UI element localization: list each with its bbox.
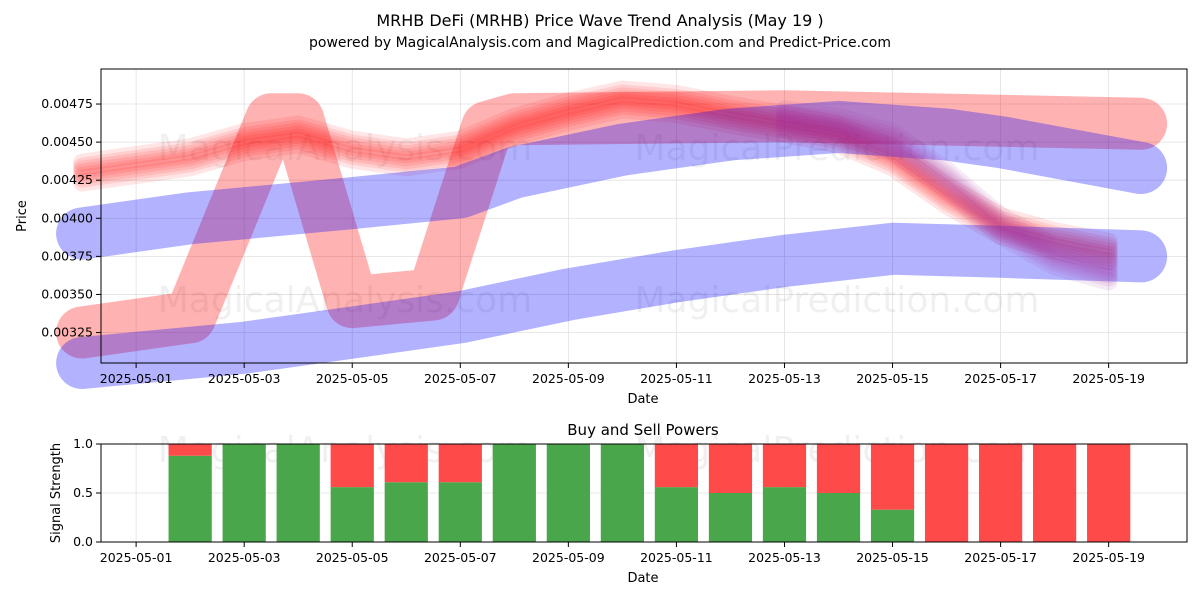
- price-y-ticks: 0.00325 0.00350 0.00375 0.00400 0.00425 0.004…: [41, 96, 101, 340]
- signal-y-tick-label: 0.0: [73, 534, 93, 549]
- price-x-tick-label: 2025-05-19: [1072, 371, 1145, 386]
- price-x-tick-label: 2025-05-09: [532, 371, 605, 386]
- sell-bar: [762, 444, 807, 488]
- buy-bar: [222, 444, 266, 542]
- price-y-label: Price: [15, 200, 30, 232]
- signal-x-tick-label: 2025-05-09: [532, 550, 605, 565]
- sell-bar: [1087, 444, 1131, 542]
- watermark-analysis-top: MagicalAnalysis.com: [158, 128, 532, 169]
- price-x-tick-label: 2025-05-01: [100, 371, 173, 386]
- price-wave-4-1: [775, 104, 1118, 275]
- price-x-tick-label: 2025-05-13: [748, 371, 821, 386]
- price-wave-4-4: [775, 113, 1118, 284]
- price-y-tick-label: 0.00325: [41, 325, 93, 340]
- signal-y-tick-label: 1.0: [73, 436, 93, 451]
- sell-bar: [384, 444, 428, 483]
- price-band-2: [56, 100, 1168, 260]
- price-plot-border: [100, 68, 1188, 364]
- price-grid: [101, 69, 1187, 363]
- sell-bar: [978, 444, 1023, 542]
- buy-bar: [708, 493, 753, 542]
- signal-y-ticks: 0.0 0.5 1.0: [73, 436, 101, 549]
- signal-x-tick-label: 2025-05-03: [208, 550, 281, 565]
- price-x-tick-label: 2025-05-11: [640, 371, 713, 386]
- signal-x-tick-label: 2025-05-11: [640, 550, 713, 565]
- signal-x-tick-label: 2025-05-15: [856, 550, 929, 565]
- price-band-3: [56, 222, 1168, 389]
- sell-bar: [654, 444, 699, 488]
- price-y-tick-label: 0.00475: [41, 96, 93, 111]
- price-plot-frame: [101, 69, 1187, 363]
- sell-bar: [438, 444, 482, 483]
- price-wave-0-5: [73, 96, 1118, 267]
- buy-bar: [762, 487, 807, 542]
- buy-bar: [654, 487, 699, 542]
- price-x-ticks: 2025-05-01 2025-05-03 2025-05-05 2025-05-07…: [100, 363, 1145, 386]
- price-wave-0-1: [73, 84, 1118, 255]
- signal-x-tick-label: 2025-05-13: [748, 550, 821, 565]
- signal-x-tick-label: 2025-05-01: [100, 550, 173, 565]
- signal-x-label: Date: [627, 571, 658, 586]
- watermark-prediction-top: MagicalPrediction.com: [635, 128, 1040, 169]
- price-wave-0-2: [73, 87, 1118, 258]
- price-y-tick-label: 0.00375: [41, 248, 93, 263]
- price-wave-4-5: [775, 116, 1118, 287]
- signal-x-tick-label: 2025-05-07: [424, 550, 497, 565]
- signal-x-tick-label: 2025-05-17: [964, 550, 1037, 565]
- sell-bar: [708, 444, 753, 493]
- buy-bar: [600, 444, 644, 542]
- watermark-analysis-bottom: MagicalAnalysis.com: [158, 280, 532, 321]
- signal-plot: Buy and Sell Powers MagicalAnalysis.com …: [49, 421, 1188, 586]
- price-x-tick-label: 2025-05-17: [964, 371, 1037, 386]
- signal-x-ticks: 2025-05-01 2025-05-03 2025-05-05 2025-05-07…: [100, 542, 1145, 565]
- price-band-1: [56, 90, 1168, 359]
- price-x-tick-label: 2025-05-05: [316, 371, 389, 386]
- signal-y-tick-label: 0.5: [73, 485, 93, 500]
- sell-bar: [1033, 444, 1077, 542]
- chart-subtitle: powered by MagicalAnalysis.com and Magic…: [309, 35, 891, 51]
- price-wave-4-6: [775, 120, 1118, 291]
- price-wave-0-4: [73, 93, 1118, 264]
- signal-title: Buy and Sell Powers: [567, 421, 719, 439]
- price-watermarks: MagicalAnalysis.com MagicalPrediction.co…: [158, 128, 1040, 321]
- sell-bar: [168, 444, 212, 456]
- price-series: [56, 80, 1168, 389]
- price-x-tick-label: 2025-05-03: [208, 371, 281, 386]
- watermark-prediction-bottom: MagicalPrediction.com: [635, 280, 1040, 321]
- buy-bar: [168, 455, 212, 542]
- price-wave-4-3: [775, 110, 1118, 281]
- price-y-tick-label: 0.00450: [41, 134, 93, 149]
- sell-bar: [870, 444, 915, 510]
- price-plot: MagicalAnalysis.com MagicalPrediction.co…: [15, 68, 1188, 407]
- price-y-tick-label: 0.00425: [41, 172, 93, 187]
- buy-bar: [330, 487, 374, 542]
- price-x-tick-label: 2025-05-15: [856, 371, 929, 386]
- signal-x-tick-label: 2025-05-05: [316, 550, 389, 565]
- price-wave-0-3: [73, 90, 1118, 261]
- chart-title: MRHB DeFi (MRHB) Price Wave Trend Analys…: [376, 11, 823, 30]
- buy-bar: [870, 509, 915, 542]
- buy-bar: [276, 444, 320, 542]
- price-wave-4-0: [775, 100, 1118, 271]
- price-wave-0-0: [73, 80, 1118, 251]
- signal-x-tick-label: 2025-05-19: [1072, 550, 1145, 565]
- buy-bar: [438, 482, 482, 542]
- signal-y-label: Signal Strength: [49, 443, 64, 543]
- sell-bar: [924, 444, 969, 542]
- sell-bar: [816, 444, 861, 493]
- price-x-label: Date: [627, 392, 658, 407]
- signal-bars: [168, 444, 1131, 542]
- price-y-tick-label: 0.00400: [41, 210, 93, 225]
- sell-bar: [330, 444, 374, 488]
- buy-bar: [492, 444, 536, 542]
- buy-bar: [816, 493, 861, 542]
- buy-bar: [546, 444, 590, 542]
- price-wave-0-6: [73, 100, 1118, 271]
- buy-bar: [384, 482, 428, 542]
- price-x-tick-label: 2025-05-07: [424, 371, 497, 386]
- price-wave-4-2: [775, 107, 1118, 278]
- price-y-tick-label: 0.00350: [41, 286, 93, 301]
